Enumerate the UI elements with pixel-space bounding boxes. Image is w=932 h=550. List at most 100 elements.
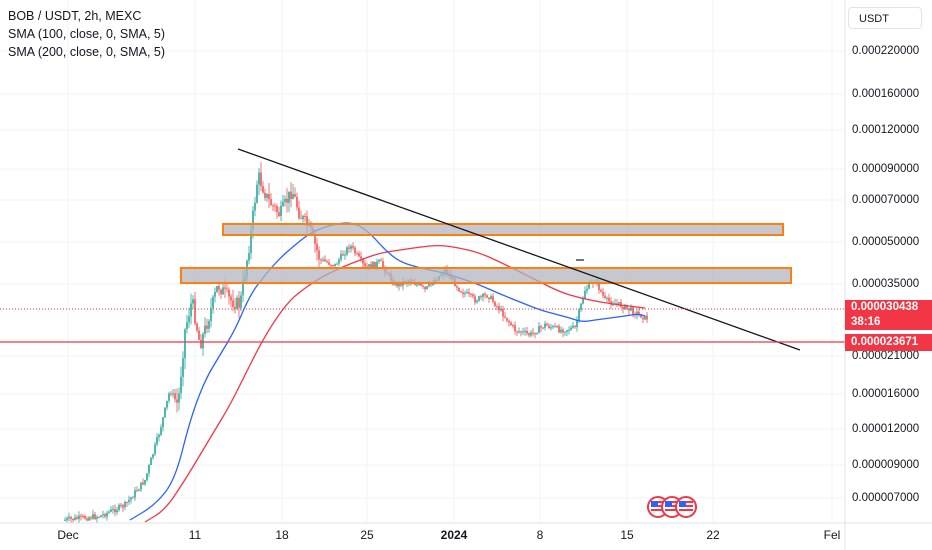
candle-body bbox=[214, 292, 216, 297]
symbol-title[interactable]: BOB / USDT, 2h, MEXC bbox=[8, 9, 142, 23]
trendline[interactable] bbox=[237, 148, 801, 351]
candle-body bbox=[368, 264, 370, 267]
candle-body bbox=[304, 215, 306, 217]
candles bbox=[64, 162, 648, 524]
candle-body bbox=[132, 497, 134, 499]
candle-body bbox=[138, 489, 140, 491]
currency-button[interactable]: USDT bbox=[848, 7, 922, 29]
candle-body bbox=[326, 261, 328, 263]
candle-body bbox=[94, 514, 96, 519]
time-tick-label: Fel bbox=[823, 528, 841, 542]
candle-body bbox=[374, 261, 376, 267]
candle-body bbox=[498, 306, 500, 311]
candle-body bbox=[86, 518, 88, 521]
candle-body bbox=[298, 207, 300, 219]
candle-body bbox=[234, 306, 236, 309]
candle-body bbox=[190, 303, 192, 317]
candle-body bbox=[542, 327, 544, 329]
candle-body bbox=[202, 334, 204, 349]
price-tick-label: 0.000090000 bbox=[852, 163, 920, 175]
sma-200-legend[interactable]: SMA (200, close, 0, SMA, 5) bbox=[8, 45, 166, 59]
candle-body bbox=[586, 288, 588, 291]
candle-body bbox=[180, 376, 182, 394]
candle-body bbox=[236, 297, 238, 309]
candle-body bbox=[478, 296, 480, 301]
candle-body bbox=[88, 517, 90, 521]
candle-body bbox=[140, 482, 142, 490]
candle-body bbox=[554, 326, 556, 328]
candle-body bbox=[228, 289, 230, 297]
candle-body bbox=[466, 292, 468, 294]
resistance-zone-upper[interactable] bbox=[222, 223, 784, 236]
candle-body bbox=[218, 286, 220, 290]
candle-body bbox=[576, 320, 578, 328]
candle-body bbox=[640, 314, 642, 318]
candle-body bbox=[172, 393, 174, 395]
candle-body bbox=[354, 247, 356, 254]
candle-body bbox=[520, 331, 522, 333]
economic-events[interactable] bbox=[647, 496, 697, 518]
candle-body bbox=[610, 301, 612, 305]
candle-body bbox=[320, 259, 322, 261]
candle-body bbox=[162, 417, 164, 428]
candle-body bbox=[538, 326, 540, 334]
candle-body bbox=[514, 325, 516, 332]
candle-body bbox=[112, 508, 114, 510]
candle-body bbox=[196, 323, 198, 331]
candle-body bbox=[84, 516, 86, 519]
candle-body bbox=[192, 299, 194, 304]
candle-body bbox=[352, 246, 354, 248]
candle-body bbox=[186, 322, 188, 330]
candle-body bbox=[314, 233, 316, 244]
candle-body bbox=[106, 512, 108, 517]
candle-body bbox=[420, 283, 422, 286]
price-tick-label: 0.000120000 bbox=[852, 124, 920, 136]
candle-body bbox=[92, 514, 94, 519]
candle-body bbox=[618, 302, 620, 304]
candle-body bbox=[108, 511, 110, 513]
candle-body bbox=[378, 260, 380, 262]
candle-body bbox=[366, 266, 368, 268]
candle-body bbox=[546, 323, 548, 326]
candle-body bbox=[348, 247, 350, 249]
candle-body bbox=[556, 326, 558, 328]
price-tick-label: 0.000220000 bbox=[852, 45, 920, 57]
candle-body bbox=[276, 206, 278, 213]
price-tick-label: 0.000016000 bbox=[852, 388, 920, 400]
candle-body bbox=[200, 339, 202, 349]
candle-body bbox=[220, 289, 222, 295]
candle-body bbox=[382, 261, 384, 267]
candle-body bbox=[578, 309, 580, 321]
candle-body bbox=[458, 287, 460, 292]
candle-body bbox=[82, 515, 84, 517]
us-flag-icon[interactable] bbox=[675, 496, 697, 518]
candle-body bbox=[372, 261, 374, 268]
resistance-zone-lower[interactable] bbox=[180, 267, 792, 284]
candle-body bbox=[144, 480, 146, 485]
candle-body bbox=[266, 193, 268, 198]
candle-body bbox=[328, 262, 330, 265]
bar-countdown: 38:16 bbox=[851, 316, 881, 328]
candle-body bbox=[602, 291, 604, 296]
candle-body bbox=[572, 325, 574, 328]
candle-body bbox=[598, 281, 600, 290]
chart-legend: BOB / USDT, 2h, MEXC SMA (100, close, 0,… bbox=[8, 7, 165, 61]
candle-body bbox=[188, 316, 190, 323]
candle-body bbox=[642, 317, 644, 320]
horizontal-line-price-badge[interactable]: 0.000023671 bbox=[845, 334, 932, 351]
candle-body bbox=[256, 184, 258, 203]
candle-body bbox=[302, 215, 304, 219]
candle-body bbox=[342, 254, 344, 256]
candle-body bbox=[488, 297, 490, 300]
candle-body bbox=[178, 393, 180, 403]
candle-body bbox=[516, 331, 518, 333]
candle-body bbox=[90, 517, 92, 519]
current-price-value: 0.000030438 bbox=[851, 301, 919, 313]
candle-body bbox=[462, 292, 464, 295]
current-price-badge[interactable]: 0.000030438 38:16 bbox=[845, 300, 932, 330]
candle-body bbox=[290, 191, 292, 199]
candle-body bbox=[110, 509, 112, 512]
sma-100-legend[interactable]: SMA (100, close, 0, SMA, 5) bbox=[8, 27, 166, 41]
